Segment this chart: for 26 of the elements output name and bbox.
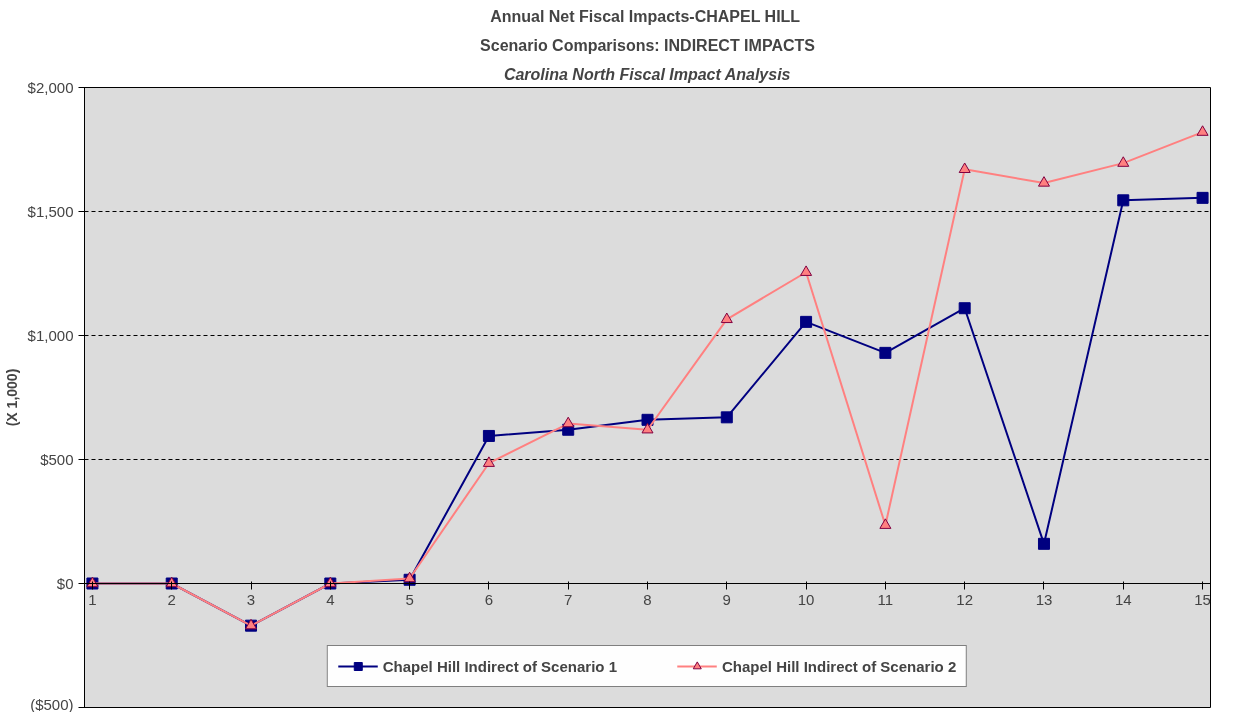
x-tick-label: 11 [877, 590, 894, 608]
y-tick-label: $0 [56, 575, 74, 592]
x-tick-label: 4 [326, 590, 335, 608]
legend-label: Chapel Hill Indirect of Scenario 2 [722, 657, 957, 675]
text: Carolina North Fiscal Impact Analysis [503, 65, 791, 83]
y-axis-title: (X 1,000) [3, 368, 20, 427]
chart-subtitle: Scenario Comparisons: INDIRECT IMPACTS [480, 36, 816, 54]
x-tick-label: 3 [246, 590, 256, 608]
y-tick-label: ($500) [30, 695, 74, 713]
x-tick-label: 8 [643, 590, 652, 608]
x-tick-label: 2 [167, 590, 176, 608]
y-tick-label: $1,000 [27, 327, 74, 344]
x-tick-label: 7 [564, 590, 573, 608]
y-tick-label: $500 [40, 451, 74, 468]
chart-title: Annual Net Fiscal Impacts-CHAPEL HILL [490, 7, 801, 25]
y-tick-label: $2,000 [27, 79, 74, 96]
x-tick-label: 14 [1114, 590, 1132, 608]
x-tick-label: 6 [484, 590, 494, 608]
x-tick-label: 5 [405, 590, 414, 608]
legend-label: Chapel Hill Indirect of Scenario 1 [382, 657, 617, 675]
x-tick-label: 12 [956, 590, 974, 608]
x-tick-label: 9 [722, 590, 731, 608]
x-tick-label: 13 [1035, 590, 1053, 608]
x-tick-label: 10 [797, 590, 815, 608]
y-tick-label: $1,500 [27, 203, 74, 220]
x-tick-label: 1 [88, 590, 97, 608]
